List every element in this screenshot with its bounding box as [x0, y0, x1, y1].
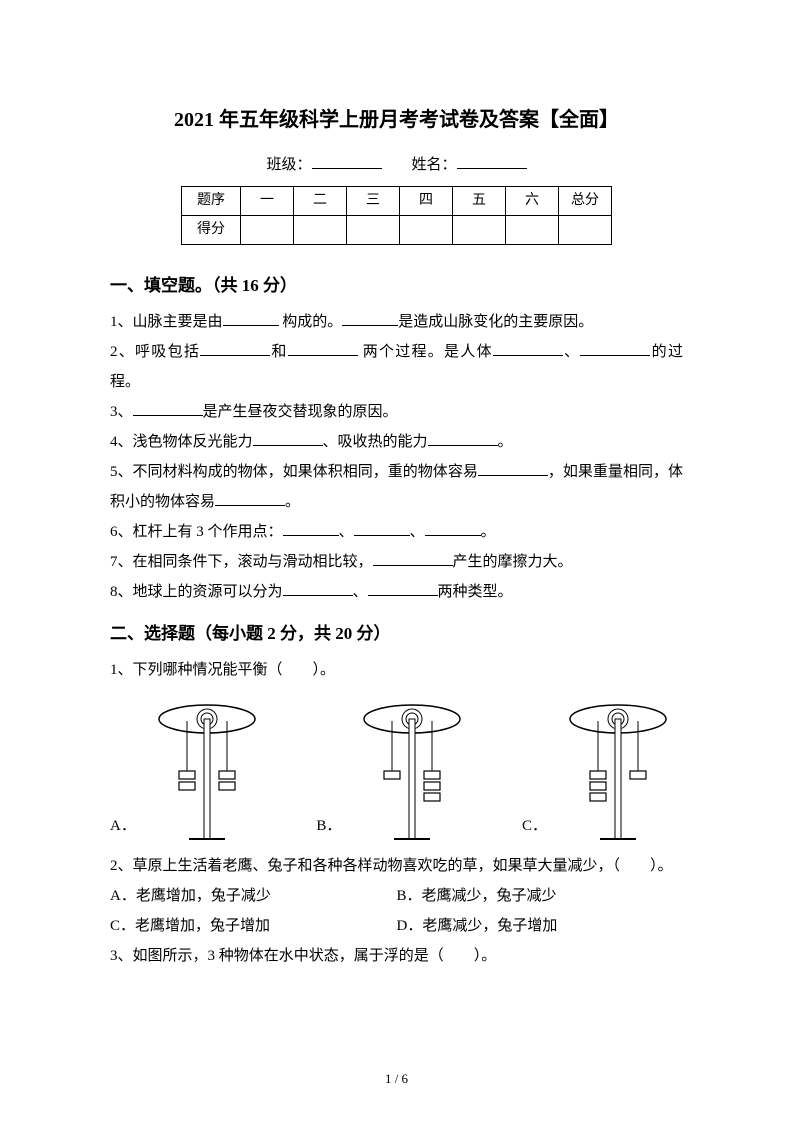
section-1-heading: 一、填空题。（共 16 分）	[110, 269, 683, 303]
text: 、	[563, 344, 581, 360]
text: 构成的。	[279, 314, 343, 330]
table-row: 题序 一 二 三 四 五 六 总分	[182, 187, 612, 216]
pulley-diagram-B	[347, 691, 477, 841]
score-table: 题序 一 二 三 四 五 六 总分 得分	[181, 186, 612, 245]
pulley-diagram-A	[142, 691, 272, 841]
student-info-line: 班级： 姓名：	[110, 150, 683, 180]
blank[interactable]	[283, 520, 339, 536]
text: 两个过程。是人体	[358, 344, 493, 360]
cell[interactable]	[347, 216, 400, 245]
blank[interactable]	[288, 340, 358, 356]
text: 1、山脉主要是由	[110, 314, 223, 330]
text: 和	[270, 344, 288, 360]
cell[interactable]	[453, 216, 506, 245]
class-label: 班级：	[266, 157, 311, 173]
q8: 8、地球上的资源可以分为 、 两种类型。	[110, 577, 683, 607]
blank[interactable]	[428, 430, 498, 446]
q5: 5、不同材料构成的物体，如果体积相同，重的物体容易，如果重量相同，体积小的物体容…	[110, 457, 683, 517]
text: 两种类型。	[438, 584, 513, 600]
page-footer: 1 / 6	[0, 1066, 793, 1092]
s2-q3: 3、如图所示，3 种物体在水中状态，属于浮的是（ ）。	[110, 941, 683, 971]
text: 是产生昼夜交替现象的原因。	[203, 404, 398, 420]
text: 。	[498, 434, 513, 450]
cell: 题序	[182, 187, 241, 216]
name-blank[interactable]	[457, 153, 527, 169]
choice-A: A．	[110, 691, 272, 841]
blank[interactable]	[342, 310, 398, 326]
page-title: 2021 年五年级科学上册月考考试卷及答案【全面】	[110, 100, 683, 140]
q6: 6、杠杆上有 3 个作用点： 、 、 。	[110, 517, 683, 547]
text: 、	[339, 524, 354, 540]
cell: 六	[506, 187, 559, 216]
text: 3、	[110, 404, 133, 420]
cell: 三	[347, 187, 400, 216]
pulley-diagram-C	[553, 691, 683, 841]
text: 5、不同材料构成的物体，如果体积相同，重的物体容易	[110, 464, 478, 480]
text: 、	[353, 584, 368, 600]
blank[interactable]	[253, 430, 323, 446]
blank[interactable]	[133, 400, 203, 416]
text: 产生的摩擦力大。	[453, 554, 573, 570]
label-C: C．	[522, 811, 547, 841]
q4: 4、浅色物体反光能力 、吸收热的能力 。	[110, 427, 683, 457]
label-A: A．	[110, 811, 136, 841]
choice-B: B．	[316, 691, 477, 841]
text: 2、呼吸包括	[110, 344, 200, 360]
cell: 二	[294, 187, 347, 216]
cell[interactable]	[506, 216, 559, 245]
text: 8、地球上的资源可以分为	[110, 584, 283, 600]
cell: 得分	[182, 216, 241, 245]
section-2-heading: 二、选择题（每小题 2 分，共 20 分）	[110, 617, 683, 651]
blank[interactable]	[215, 490, 285, 506]
opt-B: B．老鹰减少，兔子减少	[397, 881, 684, 911]
cell[interactable]	[294, 216, 347, 245]
blank[interactable]	[478, 460, 548, 476]
cell: 五	[453, 187, 506, 216]
blank[interactable]	[373, 550, 453, 566]
s2-q2-options: A．老鹰增加，兔子减少 B．老鹰减少，兔子减少 C．老鹰增加，兔子增加 D．老鹰…	[110, 881, 683, 941]
blank[interactable]	[223, 310, 279, 326]
text: 7、在相同条件下，滚动与滑动相比较，	[110, 554, 373, 570]
blank[interactable]	[493, 340, 563, 356]
text: 4、浅色物体反光能力	[110, 434, 253, 450]
text: 、吸收热的能力	[323, 434, 428, 450]
q1: 1、山脉主要是由 构成的。 是造成山脉变化的主要原因。	[110, 307, 683, 337]
blank[interactable]	[283, 580, 353, 596]
blank[interactable]	[368, 580, 438, 596]
class-blank[interactable]	[312, 153, 382, 169]
s2-q1-choices: A． B． C．	[110, 691, 683, 841]
cell[interactable]	[400, 216, 453, 245]
opt-A: A．老鹰增加，兔子减少	[110, 881, 397, 911]
opt-D: D．老鹰减少，兔子增加	[397, 911, 684, 941]
text: 、	[410, 524, 425, 540]
cell: 一	[241, 187, 294, 216]
q2: 2、呼吸包括和 两个过程。是人体、的过程。	[110, 337, 683, 397]
blank[interactable]	[425, 520, 481, 536]
cell: 总分	[559, 187, 612, 216]
cell[interactable]	[559, 216, 612, 245]
blank[interactable]	[580, 340, 650, 356]
label-B: B．	[316, 811, 341, 841]
text: 。	[481, 524, 496, 540]
blank[interactable]	[200, 340, 270, 356]
q7: 7、在相同条件下，滚动与滑动相比较， 产生的摩擦力大。	[110, 547, 683, 577]
blank[interactable]	[354, 520, 410, 536]
s2-q2: 2、草原上生活着老鹰、兔子和各种各样动物喜欢吃的草，如果草大量减少，（ ）。	[110, 851, 683, 881]
text: 6、杠杆上有 3 个作用点：	[110, 524, 283, 540]
s2-q1: 1、下列哪种情况能平衡（ ）。	[110, 655, 683, 685]
choice-C: C．	[522, 691, 683, 841]
opt-C: C．老鹰增加，兔子增加	[110, 911, 397, 941]
q3: 3、 是产生昼夜交替现象的原因。	[110, 397, 683, 427]
name-label: 姓名：	[412, 157, 457, 173]
cell: 四	[400, 187, 453, 216]
cell[interactable]	[241, 216, 294, 245]
text: 是造成山脉变化的主要原因。	[398, 314, 593, 330]
table-row: 得分	[182, 216, 612, 245]
text: 。	[285, 494, 300, 510]
